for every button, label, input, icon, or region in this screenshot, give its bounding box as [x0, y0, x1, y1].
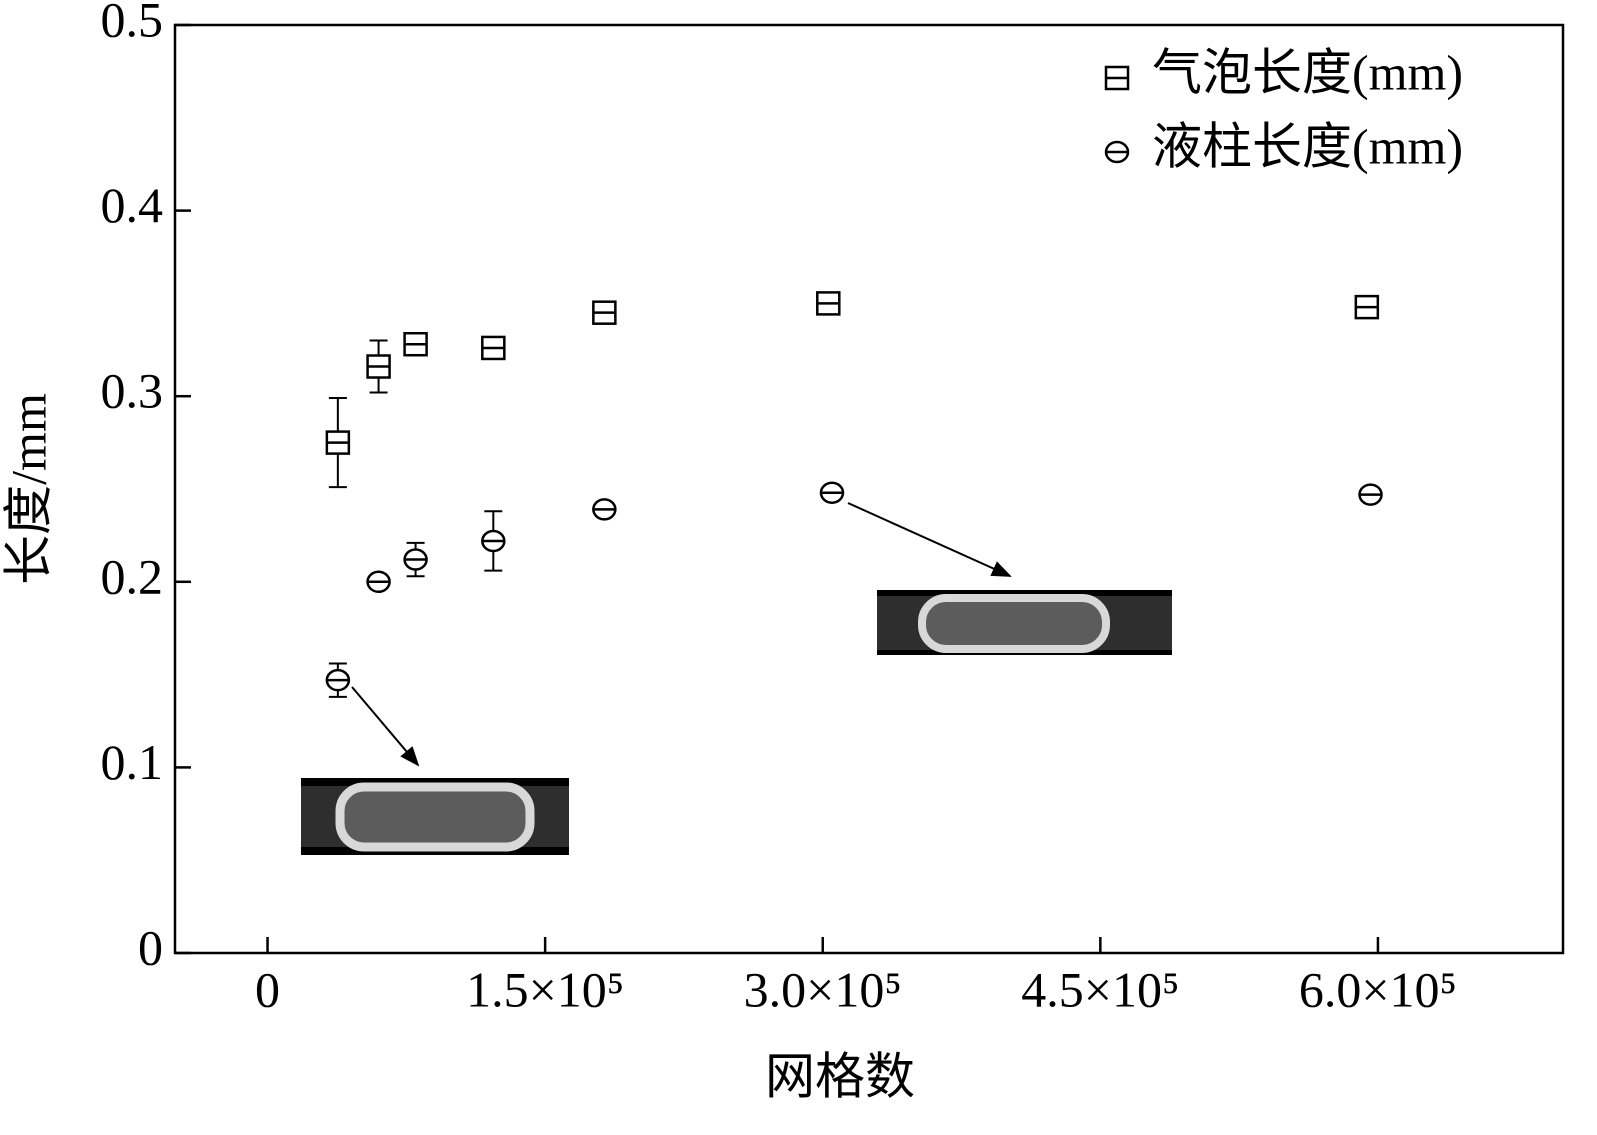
x-tick-label: 0 — [255, 961, 280, 1017]
circle-marker — [1358, 483, 1383, 506]
inset-image-left — [301, 778, 569, 855]
square-marker — [1354, 294, 1380, 320]
circle-marker — [403, 548, 428, 571]
circle-marker — [325, 668, 351, 692]
x-tick-label: 4.5×10⁵ — [1021, 961, 1179, 1017]
circle-marker — [819, 481, 845, 504]
circle-marker — [1104, 140, 1130, 164]
circle-marker — [592, 498, 617, 521]
x-tick-label: 6.0×10⁵ — [1299, 961, 1457, 1017]
x-tick-label: 1.5×10⁵ — [466, 961, 624, 1017]
y-tick-label: 0 — [138, 919, 163, 975]
y-tick-label: 0.1 — [101, 734, 164, 790]
square-marker — [325, 430, 351, 455]
x-tick-label: 3.0×10⁵ — [744, 961, 902, 1017]
square-marker — [816, 291, 841, 316]
inset-image-right — [877, 590, 1172, 655]
arrow — [847, 502, 1012, 577]
y-tick-label: 0.3 — [101, 363, 164, 419]
y-tick-label: 0.5 — [101, 0, 164, 47]
y-axis-label: 长度/mm — [0, 393, 56, 585]
y-tick-label: 0.4 — [101, 177, 164, 233]
square-marker — [481, 335, 506, 361]
square-marker — [1104, 65, 1130, 91]
square-marker — [592, 300, 617, 325]
square-marker — [403, 331, 428, 357]
y-tick-label: 0.2 — [101, 548, 164, 604]
legend-label: 液柱长度(mm) — [1152, 118, 1463, 174]
legend-label: 气泡长度(mm) — [1152, 44, 1463, 100]
circle-marker — [366, 570, 391, 594]
circle-marker — [481, 529, 506, 553]
plot-frame — [173, 23, 1565, 955]
arrow — [351, 686, 420, 767]
square-marker — [366, 354, 391, 379]
x-axis-label: 网格数 — [765, 1048, 915, 1104]
